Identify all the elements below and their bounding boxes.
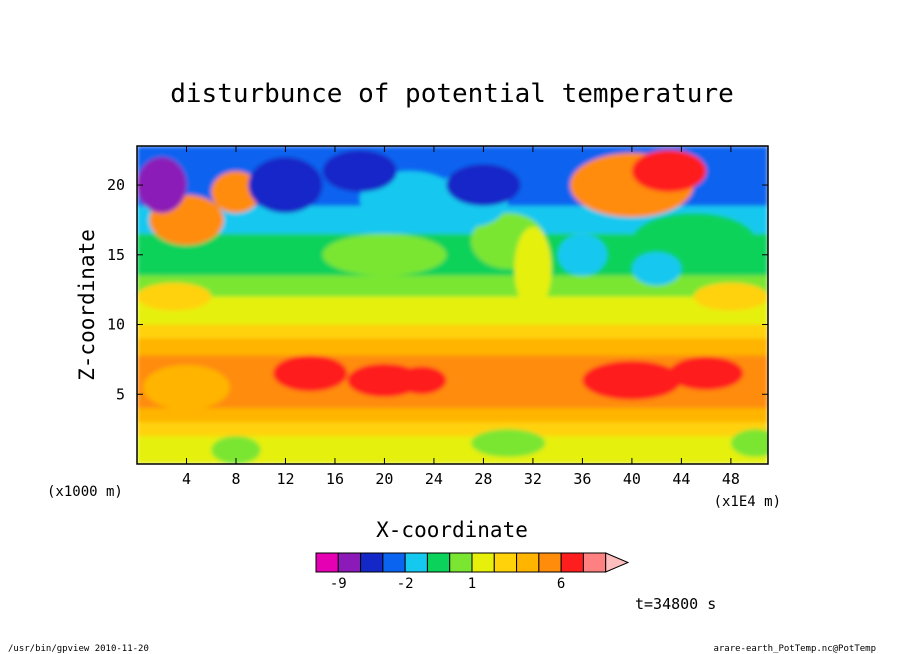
field-cell (669, 356, 744, 391)
colorbar-cell (516, 552, 540, 573)
field-band (137, 422, 768, 437)
x-tick-label: 4 (182, 470, 191, 488)
colorbar: -9 -2 1 6 (315, 552, 630, 592)
field-cell (471, 429, 546, 458)
field-cell (582, 360, 682, 400)
colorbar-cell (382, 552, 406, 573)
plot-frame (136, 145, 769, 465)
colorbar-cell (582, 552, 607, 573)
x-tick-label: 24 (425, 470, 443, 488)
field-band (137, 275, 768, 297)
field-cell (211, 171, 261, 213)
y-axis: 5 10 15 20 (107, 176, 768, 403)
contour-fill (137, 146, 768, 464)
chart-title: disturbunce of potential temperature (170, 79, 734, 109)
field-cell (396, 366, 447, 395)
field-band (137, 408, 768, 423)
colorbar-cell (449, 552, 473, 573)
y-tick-label: 5 (116, 385, 125, 403)
y-tick-label: 20 (107, 176, 125, 194)
colorbar-cell (538, 552, 562, 573)
field-cell (211, 436, 261, 464)
x-tick-label: 40 (623, 470, 641, 488)
y-axis-label: Z-coordinate (75, 229, 99, 381)
colorbar-cell (560, 552, 584, 573)
x-axis: 4 8 12 16 20 24 28 32 36 40 44 48 (182, 146, 740, 488)
colorbar-cell (426, 552, 451, 573)
colorbar-label: 6 (557, 576, 565, 592)
colorbar-cell (471, 552, 495, 573)
x-axis-label: X-coordinate (376, 518, 528, 542)
x-unit-label: (x1E4 m) (714, 494, 781, 510)
field-cell (248, 157, 323, 213)
y-tick-label: 10 (107, 316, 125, 334)
field-cell (143, 364, 230, 410)
colorbar-cell (493, 552, 518, 573)
x-tick-label: 36 (573, 470, 591, 488)
colorbar-cell (337, 552, 362, 573)
x-tick-label: 48 (722, 470, 740, 488)
x-tick-label: 32 (524, 470, 542, 488)
y-tick-label: 15 (107, 246, 125, 264)
field-band (137, 296, 768, 325)
field-band (137, 324, 768, 339)
footer-right: arare-earth_PotTemp.nc@PotTemp (713, 644, 876, 654)
field-cell (137, 157, 187, 213)
field-cell (693, 282, 768, 311)
field-cell (137, 282, 212, 311)
field-cell (557, 233, 608, 276)
field-cell (273, 355, 348, 392)
field-band (137, 338, 768, 356)
colorbar-label: 1 (468, 576, 476, 592)
x-tick-label: 12 (276, 470, 294, 488)
field-cell (730, 429, 768, 458)
colorbar-cell (404, 552, 428, 573)
colorbar-cell (605, 552, 630, 573)
x-tick-label: 28 (474, 470, 492, 488)
x-tick-label: 20 (375, 470, 393, 488)
field-cell (322, 150, 397, 193)
x-tick-label: 8 (231, 470, 240, 488)
x-tick-label: 16 (326, 470, 344, 488)
field-cell (631, 252, 682, 286)
y-unit-label: (x1000 m) (47, 484, 123, 500)
footer-left: /usr/bin/gpview 2010-11-20 (8, 644, 149, 654)
colorbar-label: -2 (397, 576, 414, 592)
colorbar-cell (315, 552, 339, 573)
field-cell (514, 226, 552, 311)
time-annotation: t=34800 s (635, 595, 716, 613)
x-tick-label: 44 (672, 470, 690, 488)
colorbar-label: -9 (330, 576, 347, 592)
field-cell (446, 164, 521, 206)
field-cell (322, 233, 447, 276)
colorbar-cell (360, 552, 384, 573)
field-cell (631, 150, 707, 193)
